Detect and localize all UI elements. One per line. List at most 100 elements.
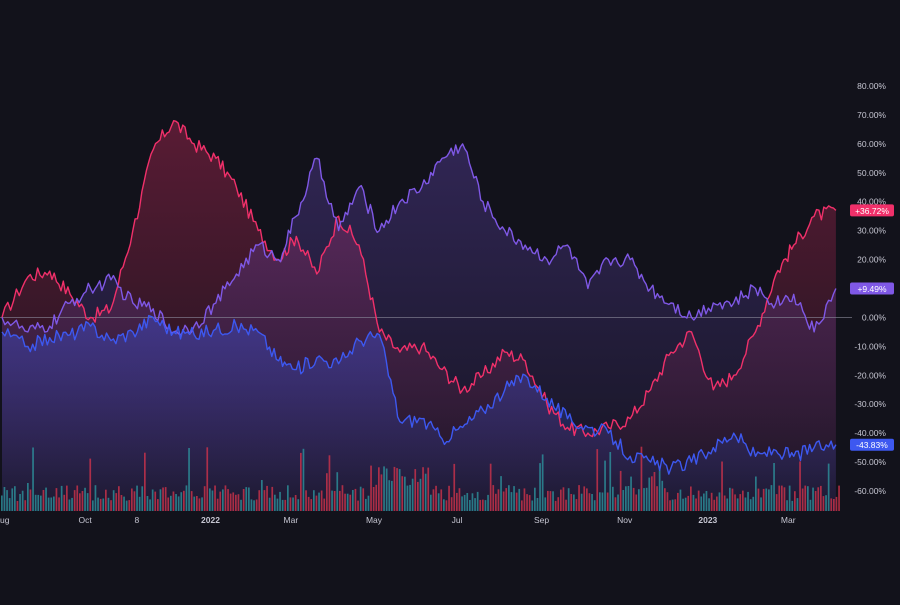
- volume-bar: [34, 494, 37, 511]
- volume-bar: [523, 488, 526, 511]
- volume-bar: [453, 463, 456, 511]
- volume-bar: [666, 492, 669, 511]
- volume-bar: [515, 492, 518, 511]
- volume-bar: [235, 494, 237, 511]
- volume-bar: [757, 488, 760, 511]
- last-value-badge-1: +9.49%: [850, 282, 894, 295]
- volume-bar: [287, 485, 289, 511]
- volume-bar: [14, 486, 16, 511]
- x-tick-label: Sep: [534, 515, 549, 525]
- volume-bar: [349, 494, 352, 511]
- volume-bar: [99, 498, 102, 511]
- volume-bar: [609, 452, 612, 511]
- volume-bar: [643, 488, 645, 511]
- volume-bar: [484, 500, 487, 511]
- volume-bar: [424, 473, 427, 511]
- volume-bar: [206, 447, 209, 511]
- volume-bar: [562, 487, 565, 511]
- volume-bar: [687, 495, 690, 511]
- volume-bar: [565, 499, 567, 511]
- y-tick-label: -50.00%: [854, 457, 886, 467]
- volume-bar: [536, 498, 539, 511]
- volume-bar: [175, 494, 177, 511]
- volume-bar: [528, 495, 531, 511]
- volume-bar: [11, 488, 14, 511]
- volume-bar: [281, 499, 284, 511]
- volume-bar: [781, 485, 783, 511]
- volume-bar: [79, 493, 81, 511]
- volume-bar: [29, 489, 32, 511]
- volume-bar: [830, 498, 833, 511]
- volume-bar: [544, 497, 547, 511]
- volume-bar: [45, 487, 47, 511]
- series-lines: [1, 120, 837, 475]
- volume-bar: [549, 491, 552, 511]
- volume-bar: [63, 494, 66, 511]
- volume-bar: [40, 495, 42, 511]
- volume-bar: [448, 485, 450, 511]
- volume-bar: [838, 485, 840, 511]
- volume-bar: [105, 489, 107, 511]
- volume-bar: [271, 486, 274, 511]
- volume-bar: [814, 491, 817, 511]
- volume-bar: [297, 499, 300, 511]
- volume-bar: [157, 499, 159, 511]
- volume-bar: [744, 497, 747, 511]
- volume-bar: [783, 487, 786, 511]
- volume-bar: [219, 491, 222, 511]
- volume-bar: [437, 493, 440, 511]
- volume-bar: [710, 492, 713, 511]
- volume-bar: [8, 498, 11, 511]
- volume-bar: [92, 500, 94, 511]
- volume-bar: [406, 485, 409, 511]
- volume-bar: [284, 499, 287, 511]
- volume-bar: [588, 493, 591, 511]
- volume-bar: [167, 497, 170, 511]
- volume-bar: [739, 494, 742, 511]
- volume-bar: [463, 494, 466, 511]
- volume-bar: [380, 474, 383, 511]
- volume-bar: [242, 489, 245, 511]
- x-tick-label: Nov: [617, 515, 633, 525]
- volume-bar: [690, 486, 692, 511]
- volume-bar: [359, 486, 362, 511]
- volume-bar: [68, 499, 71, 511]
- volume-bar: [656, 486, 658, 511]
- volume-bar: [697, 490, 700, 511]
- volume-bar: [323, 498, 326, 511]
- volume-bar: [261, 480, 263, 511]
- badge-label-0: +36.72%: [855, 206, 889, 216]
- volume-bar: [201, 497, 203, 511]
- volume-bar: [526, 494, 528, 511]
- y-tick-label: -30.00%: [854, 399, 886, 409]
- volume-bar: [809, 499, 812, 511]
- volume-bar: [723, 495, 726, 511]
- volume-bar: [435, 485, 437, 511]
- volume-bar: [570, 494, 573, 511]
- volume-bar: [778, 485, 781, 511]
- series-line-1: [1, 143, 837, 336]
- volume-bar: [534, 487, 536, 511]
- volume-bar: [279, 491, 281, 511]
- volume-bar: [557, 497, 560, 511]
- volume-bar: [430, 494, 432, 511]
- y-tick-label: 0.00%: [862, 312, 887, 322]
- volume-bar: [224, 485, 227, 511]
- volume-bar: [222, 489, 224, 511]
- volume-bar: [227, 489, 229, 511]
- volume-bar: [185, 485, 188, 511]
- volume-bar: [310, 499, 313, 511]
- x-axis: ug Oct 8 2022 Mar May Jul Sep Nov 2023 Mar: [0, 515, 796, 525]
- volume-bar: [695, 498, 697, 511]
- volume-bar: [469, 500, 471, 511]
- volume-bar: [253, 500, 255, 511]
- volume-bar: [328, 455, 331, 511]
- volume-bar: [307, 496, 310, 511]
- volume-bar: [149, 499, 151, 511]
- volume-bar: [362, 488, 365, 511]
- last-value-badge-0: +36.72%: [850, 204, 894, 217]
- volume-bar: [606, 492, 609, 511]
- volume-bar: [482, 499, 484, 511]
- volume-bar: [812, 487, 814, 511]
- volume-bar: [21, 490, 24, 511]
